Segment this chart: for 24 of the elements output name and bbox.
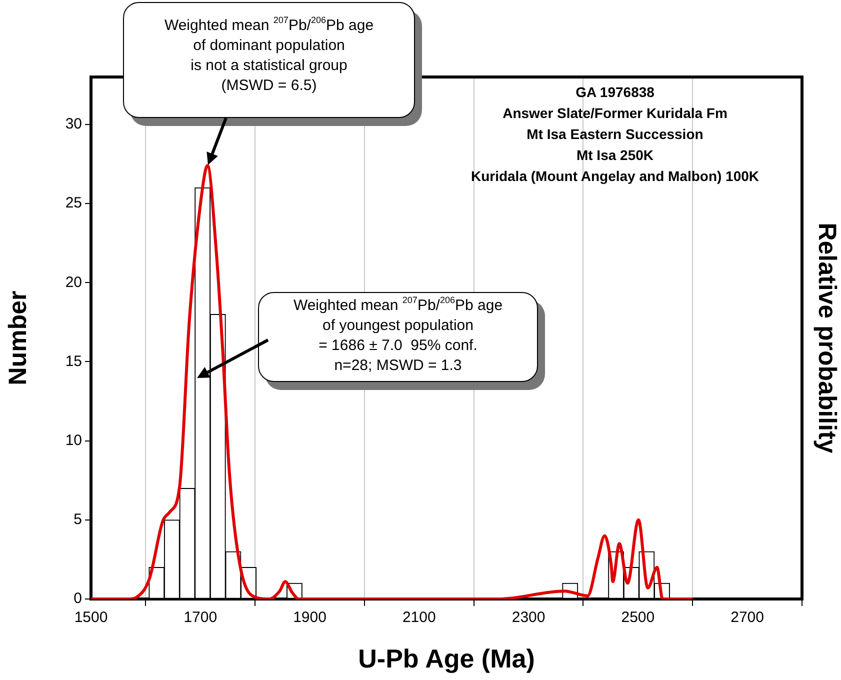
annotation: Weighted mean $^{207}$Pb/$^{206}$Pb age of youngest population = 1686 ± 7.0 95% conf. n=28; MSWD = 1.3 — [292, 295, 504, 376]
x-tick-label: 1900 — [293, 609, 326, 626]
y-tick-label: 30 — [65, 116, 82, 133]
x-tick-label: 2700 — [730, 609, 764, 626]
annotation: Weighted mean $^{207}$Pb/$^{206}$Pb age of dominant population is not a statistical group (MSWD = 6.5) — [163, 15, 375, 96]
y-tick-label: 5 — [74, 511, 82, 528]
annotation: Kuridala (Mount Angelay and Malbon) 100K — [470, 167, 760, 186]
text: GA 1976838 — [574, 83, 656, 102]
annotation: Answer Slate/Former Kuridala Fm — [502, 104, 728, 123]
x-tick-label: 1500 — [74, 609, 108, 626]
y-tick-label: 15 — [65, 352, 82, 370]
x-tick-label: 2500 — [621, 609, 655, 626]
y-tick-label: 25 — [65, 194, 82, 212]
y2-axis-title: Relative probability — [813, 222, 841, 454]
annotation: Mt Isa 250K — [575, 146, 655, 165]
annotation: Mt Isa Eastern Succession — [526, 125, 704, 144]
x-tick-label: 2300 — [512, 609, 546, 626]
y-tick-label: 10 — [65, 432, 82, 449]
x-axis-title: U-Pb Age (Ma) — [358, 644, 535, 674]
y-tick-label: 20 — [65, 274, 82, 291]
x-tick-label: 1700 — [184, 609, 218, 626]
y-axis-title: Number — [4, 290, 32, 386]
y-tick-label: 0 — [74, 590, 82, 608]
x-tick-label: 2100 — [402, 609, 436, 626]
